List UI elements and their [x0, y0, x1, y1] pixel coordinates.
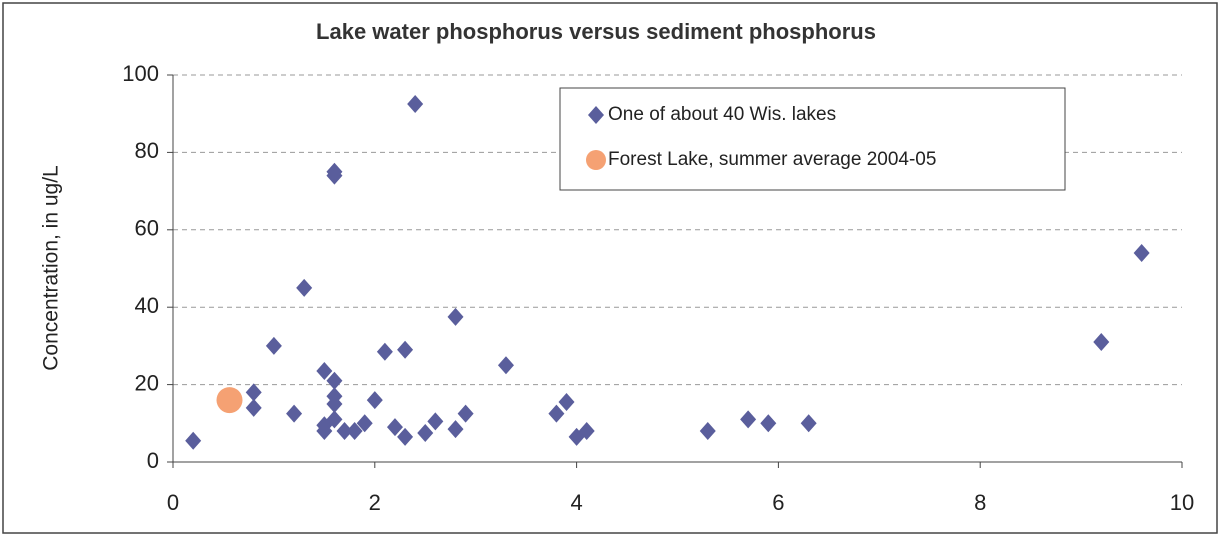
legend-label: Forest Lake, summer average 2004-05 — [608, 149, 936, 170]
data-point — [265, 336, 282, 355]
x-tick-label: 8 — [974, 490, 986, 515]
data-point — [699, 422, 716, 441]
data-point — [286, 404, 303, 423]
legend-marker — [588, 106, 604, 124]
y-tick-label: 40 — [135, 293, 159, 318]
data-point — [800, 414, 817, 433]
data-point — [760, 414, 777, 433]
chart-title: Lake water phosphorus versus sediment ph… — [316, 19, 876, 44]
data-point — [740, 410, 757, 429]
y-tick-label: 80 — [135, 138, 159, 163]
data-point — [245, 398, 262, 417]
y-tick-label: 100 — [122, 61, 159, 86]
data-point — [185, 431, 202, 450]
data-point — [326, 410, 343, 429]
data-point — [407, 95, 424, 114]
data-point — [216, 387, 243, 414]
data-point — [316, 362, 333, 381]
data-point — [1133, 244, 1150, 263]
data-point — [447, 420, 464, 439]
data-point — [326, 371, 343, 390]
x-tick-label: 4 — [570, 490, 582, 515]
data-point — [578, 422, 595, 441]
data-point — [417, 423, 434, 442]
data-point — [296, 278, 313, 297]
legend-label: One of about 40 Wis. lakes — [608, 104, 836, 125]
x-tick-label: 10 — [1170, 490, 1194, 515]
data-point — [336, 422, 353, 441]
data-point — [346, 422, 363, 441]
data-point — [316, 422, 333, 441]
y-tick-label: 0 — [147, 448, 159, 473]
data-point — [497, 356, 514, 375]
data-point — [376, 342, 393, 361]
data-point — [1093, 333, 1110, 352]
data-point — [397, 340, 414, 359]
x-tick-label: 6 — [772, 490, 784, 515]
y-tick-label: 60 — [135, 216, 159, 241]
legend-marker — [586, 150, 606, 170]
data-point — [245, 383, 262, 402]
data-point — [326, 394, 343, 413]
data-point — [397, 427, 414, 446]
data-point — [356, 414, 373, 433]
y-tick-label: 20 — [135, 370, 159, 395]
legend-box — [559, 87, 1066, 191]
data-point — [558, 393, 575, 412]
data-point — [457, 404, 474, 423]
y-axis-label: Concentration, in ug/L — [40, 165, 63, 370]
data-point — [326, 166, 343, 185]
data-point — [386, 418, 403, 437]
data-point — [548, 404, 565, 423]
data-point — [366, 391, 383, 410]
x-tick-label: 0 — [167, 490, 179, 515]
x-tick-label: 2 — [369, 490, 381, 515]
data-point — [427, 412, 444, 431]
data-point — [447, 307, 464, 326]
